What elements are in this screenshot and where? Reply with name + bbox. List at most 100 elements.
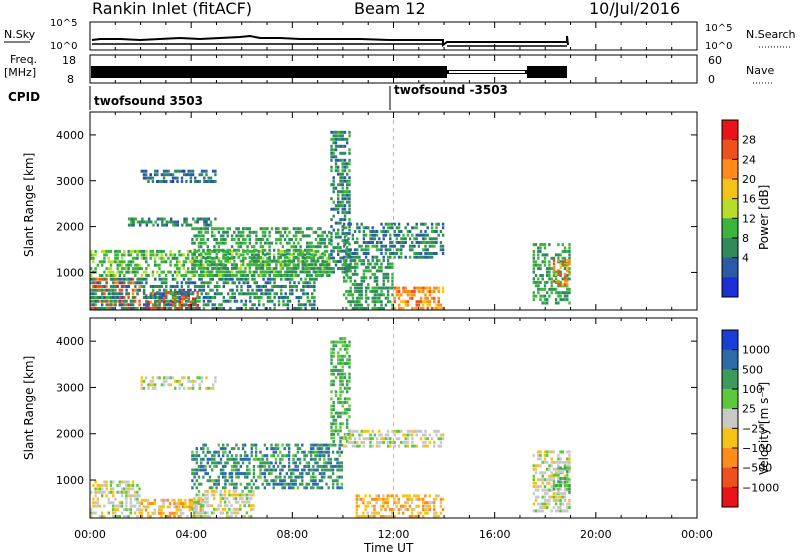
data-cell — [109, 249, 113, 253]
nsky-trace — [91, 34, 569, 47]
data-cell — [103, 253, 106, 257]
data-cell — [105, 253, 108, 257]
data-cell — [214, 379, 217, 383]
data-cell — [180, 383, 184, 387]
data-cell — [228, 260, 232, 264]
data-cell — [566, 266, 569, 269]
data-cell — [422, 444, 425, 448]
data-cell — [266, 277, 270, 281]
data-cell — [435, 252, 438, 255]
data-cell — [96, 483, 99, 487]
data-cell — [378, 241, 381, 244]
data-cell — [169, 249, 172, 253]
data-cell — [417, 429, 421, 433]
data-cell — [327, 461, 330, 465]
data-cell — [334, 144, 338, 148]
data-cell — [546, 450, 549, 454]
data-cell — [125, 508, 128, 512]
data-cell — [183, 220, 186, 224]
data-cell — [127, 494, 130, 498]
data-cell — [98, 285, 102, 288]
data-cell — [180, 253, 183, 257]
data-cell — [341, 218, 344, 222]
data-cell — [281, 227, 285, 231]
data-cell — [347, 269, 350, 273]
data-cell — [248, 234, 251, 238]
data-cell — [153, 256, 157, 260]
data-cell — [559, 266, 562, 269]
data-cell — [424, 433, 427, 437]
data-cell — [397, 444, 401, 448]
data-cell — [234, 507, 238, 511]
data-cell — [200, 376, 204, 380]
data-cell — [195, 472, 198, 476]
data-cell — [109, 292, 113, 296]
data-cell — [96, 299, 99, 303]
data-cell — [211, 303, 214, 307]
data-cell — [187, 285, 190, 288]
data-cell — [116, 296, 119, 299]
data-cell — [349, 262, 352, 266]
data-cell — [347, 265, 350, 269]
data-cell — [554, 287, 558, 291]
data-cell — [356, 265, 359, 269]
data-cell — [92, 299, 95, 303]
data-cell — [120, 480, 124, 484]
data-cell — [287, 447, 291, 451]
data-cell — [195, 504, 198, 508]
data-cell — [437, 300, 440, 304]
data-cell — [230, 482, 234, 486]
data-cell — [265, 454, 269, 458]
data-cell — [284, 296, 287, 299]
data-cell — [343, 211, 347, 215]
data-cell — [174, 299, 177, 303]
data-cell — [339, 337, 342, 341]
data-cell — [341, 383, 344, 387]
data-cell — [272, 450, 275, 454]
data-cell — [334, 340, 338, 344]
data-cell — [286, 259, 289, 263]
data-cell — [532, 249, 535, 253]
data-cell — [118, 288, 121, 292]
data-cell — [105, 288, 108, 292]
data-cell — [265, 461, 269, 465]
data-cell — [364, 265, 368, 269]
data-cell — [439, 511, 443, 515]
data-cell — [351, 237, 355, 241]
nave-tick-top: 60 — [708, 54, 722, 67]
data-cell — [191, 256, 194, 260]
data-cell — [272, 482, 275, 486]
data-cell — [222, 238, 225, 241]
data-cell — [532, 263, 535, 267]
data-cell — [348, 379, 351, 383]
data-cell — [353, 272, 357, 276]
data-cell — [123, 285, 126, 288]
data-cell — [166, 515, 170, 518]
data-cell — [382, 307, 385, 310]
data-cell — [202, 296, 206, 299]
data-cell — [330, 361, 333, 365]
data-cell — [193, 454, 196, 458]
data-cell — [404, 501, 407, 505]
data-cell — [171, 303, 175, 307]
data-cell — [332, 130, 335, 134]
data-cell — [325, 260, 329, 264]
data-cell — [132, 303, 135, 307]
data-cell — [424, 241, 427, 244]
data-cell — [154, 303, 157, 307]
data-cell — [160, 515, 163, 518]
data-cell — [369, 237, 372, 241]
data-cell — [279, 479, 282, 483]
data-cell — [233, 263, 236, 267]
data-cell — [330, 232, 333, 236]
data-cell — [239, 245, 243, 249]
data-cell — [441, 244, 445, 248]
data-cell — [273, 267, 276, 271]
data-cell — [264, 241, 267, 245]
data-cell — [182, 263, 185, 267]
data-cell — [101, 299, 104, 303]
data-cell — [406, 233, 410, 237]
data-cell — [145, 274, 148, 277]
data-cell — [194, 307, 197, 310]
data-cell — [312, 464, 315, 468]
